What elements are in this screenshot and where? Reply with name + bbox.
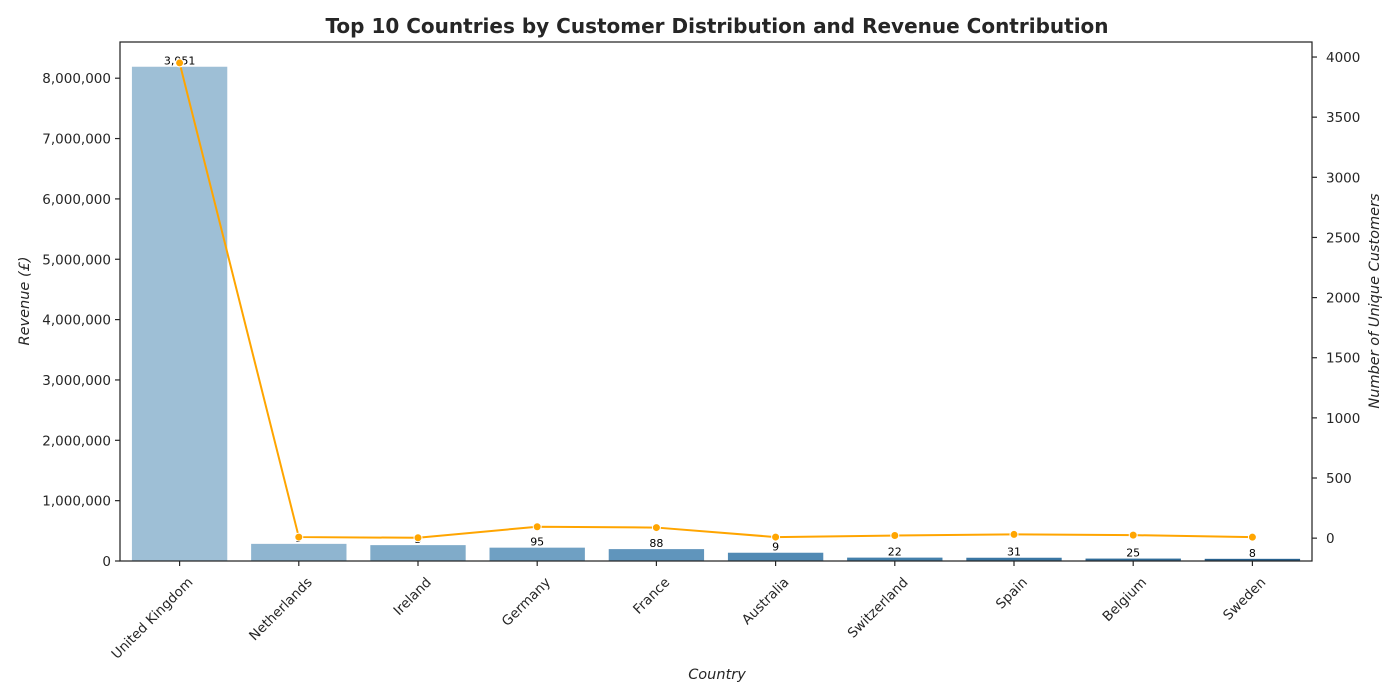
y-tick-label: 3,000,000 bbox=[42, 373, 111, 389]
customer-count-label: 22 bbox=[888, 546, 902, 559]
y-tick-label: 8,000,000 bbox=[42, 71, 111, 87]
y2-tick-label: 4000 bbox=[1326, 50, 1360, 66]
customers-point bbox=[413, 533, 423, 543]
customers-point bbox=[1128, 530, 1138, 540]
y-tick-label: 5,000,000 bbox=[42, 252, 111, 268]
y2-tick-label: 0 bbox=[1326, 531, 1335, 547]
y-tick-label: 6,000,000 bbox=[42, 192, 111, 208]
y-tick-label: 2,000,000 bbox=[42, 433, 111, 449]
y2-tick-label: 1000 bbox=[1326, 411, 1360, 427]
y2-axis-label: Number of Unique Customers bbox=[1367, 193, 1383, 409]
revenue-bar bbox=[251, 543, 347, 561]
customers-point bbox=[294, 532, 304, 542]
customers-point bbox=[1009, 529, 1019, 539]
x-tick-label: Switzerland bbox=[845, 575, 912, 642]
y2-tick-label: 1500 bbox=[1326, 351, 1360, 367]
customer-count-label: 9 bbox=[772, 541, 779, 554]
revenue-bar bbox=[608, 549, 705, 561]
revenue-bar bbox=[1204, 558, 1301, 561]
customers-point bbox=[532, 522, 542, 532]
revenue-bar bbox=[847, 557, 943, 561]
x-tick-label: Belgium bbox=[1100, 575, 1150, 625]
y-tick-label: 7,000,000 bbox=[42, 132, 111, 148]
revenue-bar bbox=[1085, 558, 1181, 561]
y-tick-label: 4,000,000 bbox=[42, 313, 111, 329]
x-tick-label: Ireland bbox=[390, 575, 434, 619]
y2-tick-label: 2000 bbox=[1326, 291, 1360, 307]
x-tick-label: France bbox=[630, 575, 673, 618]
x-tick-label: Germany bbox=[499, 575, 554, 630]
x-tick-label: Sweden bbox=[1220, 575, 1269, 624]
x-tick-label: Australia bbox=[739, 575, 793, 629]
y-tick-label: 1,000,000 bbox=[42, 494, 111, 510]
customer-count-label: 8 bbox=[1249, 547, 1256, 560]
customer-count-label: 31 bbox=[1007, 546, 1021, 559]
x-tick-label: Spain bbox=[993, 575, 1031, 613]
y-axis-label: Revenue (£) bbox=[17, 257, 33, 346]
revenue-bar bbox=[131, 66, 228, 561]
revenue-bar bbox=[727, 552, 824, 561]
customer-count-label: 95 bbox=[530, 536, 544, 549]
chart-title: Top 10 Countries by Customer Distributio… bbox=[325, 14, 1108, 38]
plot-area: 0 1,000,000 2,000,000 3,000,000 4,000,000 5,0… bbox=[42, 41, 1360, 663]
customers-line bbox=[178, 62, 1253, 539]
plot-frame bbox=[119, 41, 1313, 562]
y2-tick-label: 2500 bbox=[1326, 230, 1360, 246]
y2-tick-label: 3500 bbox=[1326, 110, 1360, 126]
customers-point bbox=[651, 523, 661, 533]
x-tick-label: United Kingdom bbox=[108, 575, 196, 663]
x-tick-label: Netherlands bbox=[246, 575, 316, 645]
revenue-bar bbox=[966, 557, 1062, 561]
revenue-bar bbox=[370, 545, 466, 561]
x-axis-label: Country bbox=[688, 667, 746, 683]
customers-point bbox=[890, 531, 900, 541]
y2-tick-label: 500 bbox=[1326, 471, 1352, 487]
customer-count-label: 25 bbox=[1126, 547, 1140, 560]
y2-tick-label: 3000 bbox=[1326, 170, 1360, 186]
y-tick-label: 0 bbox=[102, 554, 111, 570]
customers-point bbox=[771, 532, 781, 542]
customers-point bbox=[175, 58, 185, 68]
customer-count-label: 88 bbox=[649, 537, 663, 550]
customers-point bbox=[1247, 532, 1257, 542]
revenue-bar bbox=[489, 547, 585, 561]
